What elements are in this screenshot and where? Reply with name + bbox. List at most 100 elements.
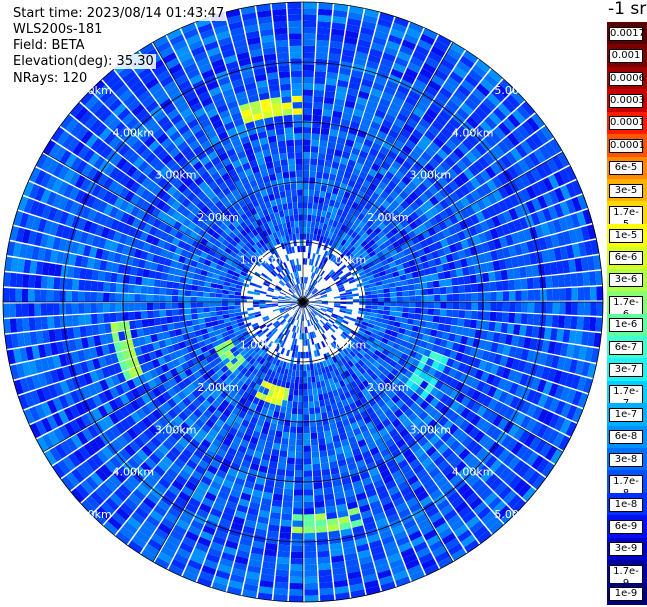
range-gate	[342, 348, 349, 356]
range-gate	[409, 458, 421, 470]
range-gate	[236, 549, 250, 559]
range-gate	[340, 277, 348, 282]
range-gate	[169, 351, 178, 361]
range-gate	[174, 246, 183, 255]
range-gate	[325, 322, 331, 329]
range-gate	[427, 51, 443, 64]
range-gate	[141, 319, 149, 328]
range-gate	[394, 258, 402, 266]
range-gate	[34, 359, 44, 374]
range-gate	[367, 197, 376, 206]
range-gate	[439, 383, 450, 394]
range-gate	[487, 68, 503, 83]
range-gate	[135, 126, 148, 139]
range-gate	[362, 401, 372, 410]
range-gate	[316, 165, 324, 173]
range-gate	[355, 492, 367, 501]
range-gate	[394, 363, 403, 372]
range-gate	[318, 2, 333, 10]
range-gate	[58, 353, 68, 367]
range-gate	[434, 302, 441, 309]
range-gate	[284, 268, 289, 275]
range-gate	[511, 128, 525, 143]
range-gate	[346, 133, 357, 142]
range-gate	[427, 125, 440, 137]
range-gate	[143, 223, 153, 234]
range-gate	[267, 265, 274, 272]
range-gate	[80, 91, 95, 106]
range-gate	[386, 399, 395, 409]
range-gate	[28, 317, 36, 331]
range-gate	[262, 491, 273, 500]
range-gate	[436, 330, 444, 339]
range-gate	[247, 442, 257, 451]
range-gate	[479, 120, 493, 134]
range-gate	[344, 489, 355, 498]
range-gate	[297, 408, 303, 415]
range-gate	[152, 341, 161, 351]
range-gate	[373, 157, 384, 167]
range-gate	[394, 337, 403, 345]
range-gate	[83, 348, 92, 361]
range-gate	[146, 390, 157, 401]
range-gate	[490, 291, 497, 301]
range-gate	[433, 308, 441, 316]
range-gate	[401, 312, 409, 319]
range-gate	[476, 405, 487, 417]
range-gate	[437, 323, 445, 332]
range-gate	[483, 492, 498, 506]
range-gate	[136, 484, 150, 497]
range-gate	[186, 237, 195, 246]
range-gate	[312, 272, 316, 280]
range-gate	[476, 530, 492, 544]
range-gate	[228, 298, 235, 302]
range-gate	[439, 255, 448, 265]
range-gate	[88, 152, 100, 166]
range-gate	[78, 291, 85, 302]
range-gate	[132, 453, 144, 466]
range-gate	[354, 102, 366, 112]
range-gate	[427, 259, 436, 268]
range-gate	[188, 331, 196, 339]
range-gate	[523, 337, 532, 349]
range-gate	[397, 459, 409, 470]
range-gate	[124, 444, 136, 457]
range-gate	[284, 322, 290, 329]
range-gate	[391, 209, 401, 218]
range-gate	[513, 324, 521, 336]
range-gate	[157, 177, 168, 188]
range-gate	[128, 493, 142, 506]
range-gate	[160, 317, 168, 325]
range-gate	[63, 168, 75, 183]
range-gate	[454, 524, 469, 538]
range-gate	[442, 81, 457, 94]
range-gate	[449, 325, 458, 334]
range-gate	[501, 98, 516, 113]
range-gate	[365, 219, 374, 228]
range-gate	[517, 255, 525, 267]
range-gate	[289, 280, 294, 287]
range-gate	[247, 290, 254, 295]
range-gate	[93, 335, 102, 347]
range-gate	[548, 205, 559, 220]
range-gate	[465, 193, 476, 205]
range-gate	[461, 487, 475, 501]
range-gate	[244, 24, 259, 33]
range-gate	[156, 93, 170, 105]
range-gate	[218, 152, 229, 162]
range-gate	[340, 412, 348, 421]
range-gate	[499, 79, 514, 94]
range-gate	[512, 162, 525, 176]
range-gate	[438, 316, 446, 324]
range-gate	[428, 216, 438, 227]
range-gate	[293, 312, 298, 319]
range-gate	[362, 516, 375, 526]
range-gate	[303, 470, 313, 477]
range-gate	[230, 357, 238, 365]
range-gate	[325, 289, 333, 293]
range-gate	[509, 382, 519, 395]
range-gate	[406, 27, 422, 39]
range-gate	[290, 287, 296, 293]
range-gate	[219, 109, 231, 120]
range-gate	[405, 155, 417, 166]
